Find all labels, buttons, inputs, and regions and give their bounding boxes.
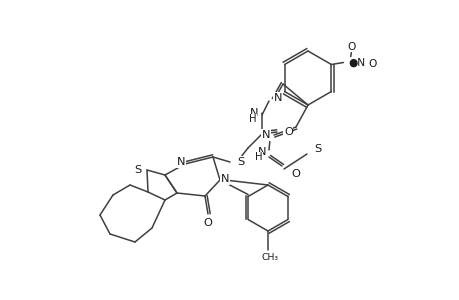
Text: O: O [291,169,299,179]
Text: N: N [257,147,265,157]
Text: S: S [236,157,244,167]
Text: CH₃: CH₃ [261,253,278,262]
Text: N: N [261,130,269,140]
Text: ●N: ●N [347,58,365,68]
Text: S: S [313,144,320,154]
Text: H: H [249,114,256,124]
Text: O: O [368,58,376,68]
Text: N: N [249,108,257,118]
Text: H: H [255,152,262,162]
Text: S: S [134,165,142,175]
Text: O: O [283,127,292,137]
Text: N: N [176,157,185,167]
Text: O: O [347,41,355,52]
Text: O: O [203,218,212,228]
Text: N: N [220,174,229,184]
Text: N: N [274,93,282,103]
